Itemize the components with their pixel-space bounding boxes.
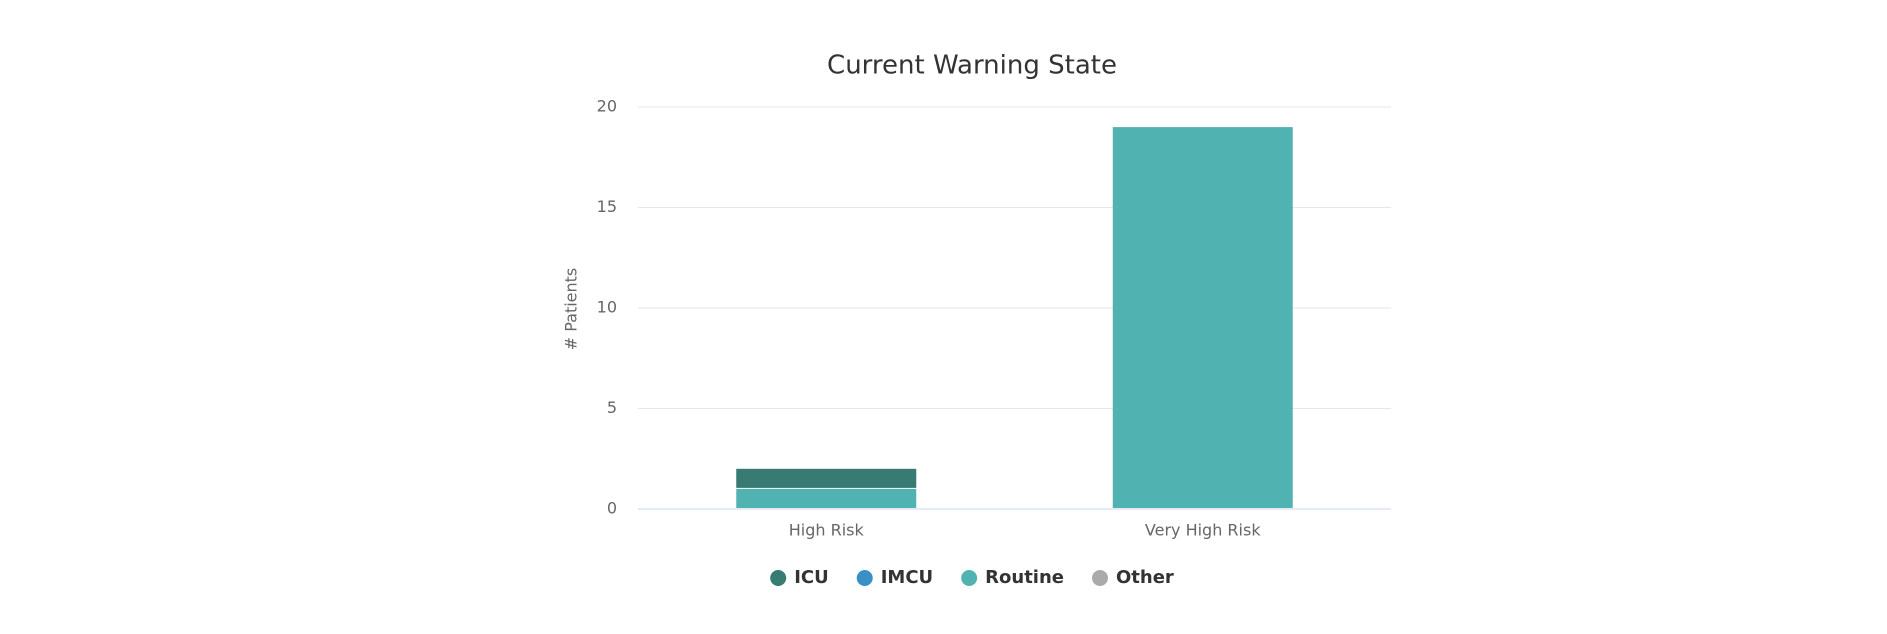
x-tick-label: High Risk	[789, 521, 865, 540]
x-tick-label: Very High Risk	[1145, 521, 1261, 540]
legend-label[interactable]: Other	[1116, 567, 1174, 588]
y-axis-label: # Patients	[562, 268, 581, 351]
y-tick-label: 0	[607, 499, 617, 518]
legend-marker	[961, 570, 978, 586]
y-tick-label: 20	[597, 97, 617, 116]
legend-marker	[856, 570, 873, 586]
y-tick-label: 15	[597, 197, 617, 216]
legend-label[interactable]: Routine	[985, 567, 1064, 588]
legend-label[interactable]: ICU	[794, 567, 829, 588]
chart-title: Current Warning State	[827, 51, 1117, 81]
y-tick-label: 5	[607, 398, 617, 417]
bar-segment	[1112, 127, 1293, 508]
legend-marker	[770, 570, 787, 586]
bar-segment	[736, 468, 917, 488]
bar-segment	[736, 488, 917, 508]
legend-label[interactable]: IMCU	[881, 567, 933, 588]
y-tick-label: 10	[597, 298, 617, 317]
legend-marker	[1092, 570, 1108, 586]
